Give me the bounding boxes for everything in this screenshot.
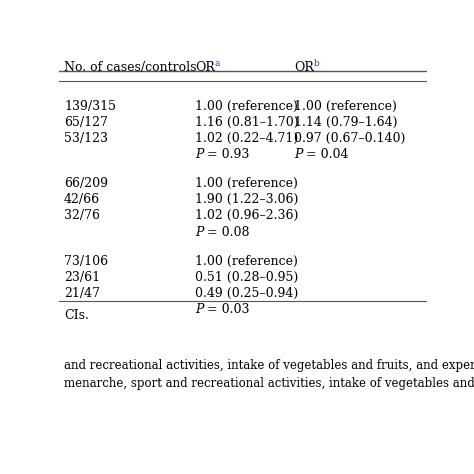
- Text: 66/209: 66/209: [64, 177, 108, 191]
- Text: = 0.03: = 0.03: [202, 303, 249, 316]
- Text: 1.00 (reference): 1.00 (reference): [195, 100, 298, 113]
- Text: = 0.93: = 0.93: [202, 148, 249, 161]
- Text: a: a: [214, 59, 219, 68]
- Text: 0.49 (0.25–0.94): 0.49 (0.25–0.94): [195, 287, 299, 300]
- Text: 32/76: 32/76: [64, 210, 100, 222]
- Text: 1.02 (0.96–2.36): 1.02 (0.96–2.36): [195, 210, 299, 222]
- Text: 1.90 (1.22–3.06): 1.90 (1.22–3.06): [195, 193, 299, 206]
- Text: OR: OR: [195, 61, 215, 74]
- Text: 1.02 (0.22–4.71): 1.02 (0.22–4.71): [195, 132, 299, 145]
- Text: 73/106: 73/106: [64, 255, 108, 268]
- Text: P: P: [195, 303, 203, 316]
- Text: 23/61: 23/61: [64, 271, 100, 284]
- Text: 1.00 (reference): 1.00 (reference): [294, 100, 397, 113]
- Text: 0.97 (0.67–0.140): 0.97 (0.67–0.140): [294, 132, 406, 145]
- Text: 42/66: 42/66: [64, 193, 100, 206]
- Text: P: P: [294, 148, 303, 161]
- Text: No. of cases/controls: No. of cases/controls: [64, 61, 197, 74]
- Text: = 0.04: = 0.04: [301, 148, 348, 161]
- Text: 139/315: 139/315: [64, 100, 116, 113]
- Text: P: P: [195, 226, 203, 238]
- Text: 1.00 (reference): 1.00 (reference): [195, 177, 298, 191]
- Text: b: b: [313, 59, 319, 68]
- Text: 21/47: 21/47: [64, 287, 100, 300]
- Text: P: P: [195, 148, 203, 161]
- Text: 1.14 (0.79–1.64): 1.14 (0.79–1.64): [294, 116, 398, 129]
- Text: 1.16 (0.81–1.70): 1.16 (0.81–1.70): [195, 116, 299, 129]
- Text: menarche, sport and recreational activities, intake of vegetables and: menarche, sport and recreational activit…: [64, 377, 474, 390]
- Text: CIs.: CIs.: [64, 310, 89, 322]
- Text: 65/127: 65/127: [64, 116, 108, 129]
- Text: = 0.08: = 0.08: [202, 226, 249, 238]
- Text: 53/123: 53/123: [64, 132, 108, 145]
- Text: 1.00 (reference): 1.00 (reference): [195, 255, 298, 268]
- Text: OR: OR: [294, 61, 314, 74]
- Text: and recreational activities, intake of vegetables and fruits, and experie: and recreational activities, intake of v…: [64, 359, 474, 372]
- Text: 0.51 (0.28–0.95): 0.51 (0.28–0.95): [195, 271, 299, 284]
